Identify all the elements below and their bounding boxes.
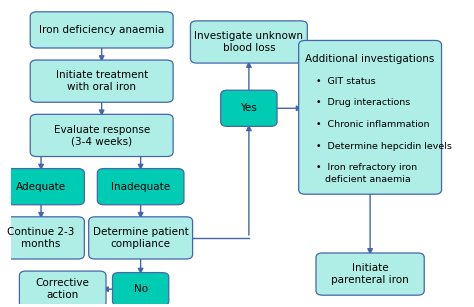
Text: Yes: Yes [240, 103, 257, 113]
FancyBboxPatch shape [30, 12, 173, 48]
Text: Evaluate response
(3-4 weeks): Evaluate response (3-4 weeks) [54, 125, 150, 146]
Text: •  Drug interactions: • Drug interactions [316, 98, 410, 107]
FancyBboxPatch shape [299, 41, 442, 194]
FancyBboxPatch shape [316, 253, 424, 295]
Text: Investigate unknown
blood loss: Investigate unknown blood loss [194, 31, 303, 53]
FancyBboxPatch shape [89, 217, 192, 259]
FancyBboxPatch shape [221, 90, 277, 126]
Text: Additional investigations: Additional investigations [305, 53, 435, 64]
Text: Inadequate: Inadequate [111, 182, 170, 192]
Text: Continue 2-3
months: Continue 2-3 months [8, 227, 75, 249]
Text: •  Iron refractory iron: • Iron refractory iron [316, 163, 417, 173]
Text: deficient anaemia: deficient anaemia [325, 175, 410, 184]
Text: Corrective
action: Corrective action [36, 278, 90, 300]
Text: No: No [134, 284, 148, 294]
FancyBboxPatch shape [30, 114, 173, 157]
Text: Determine patient
compliance: Determine patient compliance [93, 227, 189, 249]
Text: Initiate treatment
with oral iron: Initiate treatment with oral iron [55, 70, 148, 92]
Text: Adequate: Adequate [16, 182, 66, 192]
FancyBboxPatch shape [30, 60, 173, 102]
FancyBboxPatch shape [97, 169, 184, 205]
FancyBboxPatch shape [0, 169, 84, 205]
Text: Iron deficiency anaemia: Iron deficiency anaemia [39, 25, 164, 35]
FancyBboxPatch shape [112, 273, 169, 306]
FancyBboxPatch shape [191, 21, 307, 63]
FancyBboxPatch shape [19, 271, 106, 307]
Text: •  GIT status: • GIT status [316, 77, 375, 86]
Text: Initiate
parenteral iron: Initiate parenteral iron [331, 263, 409, 285]
FancyBboxPatch shape [0, 217, 84, 259]
Text: •  Chronic inflammation: • Chronic inflammation [316, 120, 429, 129]
Text: •  Determine hepcidin levels: • Determine hepcidin levels [316, 142, 452, 151]
